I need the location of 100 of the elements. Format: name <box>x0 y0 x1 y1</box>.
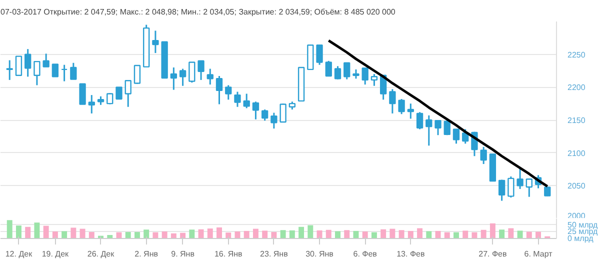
bar <box>25 226 31 238</box>
bar <box>70 228 76 238</box>
candlestick <box>124 80 132 108</box>
x-tick-label: 19. Дек <box>42 250 70 258</box>
x-tick-label: 6. Фев <box>353 250 377 258</box>
candlestick <box>134 64 141 85</box>
bar <box>344 230 350 238</box>
candlestick <box>370 73 378 87</box>
bar <box>536 232 542 238</box>
candlestick <box>252 100 260 120</box>
bar <box>262 230 268 238</box>
candlestick <box>334 65 342 80</box>
x-tick-label: 13. Фев <box>396 250 425 258</box>
bar <box>526 232 532 238</box>
candlestick <box>398 98 405 115</box>
x-tick-label: 2. Янв <box>134 250 158 258</box>
bar <box>380 229 386 238</box>
bar <box>417 228 423 238</box>
bar <box>517 230 523 238</box>
x-tick-label: 23. Янв <box>260 250 288 258</box>
bar <box>88 232 94 238</box>
bar <box>198 229 204 238</box>
bar <box>308 225 314 238</box>
bar <box>62 231 68 238</box>
candlestick <box>452 128 460 144</box>
y-tick-label: 2150 <box>568 116 586 125</box>
candlestick <box>508 176 514 198</box>
bar <box>189 230 195 238</box>
candlestick <box>52 64 59 78</box>
candlestick <box>416 111 424 130</box>
x-tick-label: 12. Дек <box>5 250 33 258</box>
x-tick-label: 30. Янв <box>306 250 334 258</box>
x-tick-label: 16. Янв <box>214 250 242 258</box>
bar <box>207 228 213 238</box>
bar <box>234 231 240 238</box>
bar <box>34 222 40 238</box>
bar <box>16 226 22 238</box>
bar <box>280 230 286 238</box>
candlestick <box>407 102 414 120</box>
candlestick <box>325 60 332 77</box>
candlestick <box>498 179 506 202</box>
candlestick <box>15 56 22 76</box>
bar <box>125 232 131 238</box>
candlestick <box>152 30 159 54</box>
bar <box>335 231 340 238</box>
bar <box>480 230 486 238</box>
bar <box>508 228 514 238</box>
bar <box>490 223 496 238</box>
candlestick <box>6 59 13 81</box>
bar <box>43 226 49 238</box>
candlestick <box>42 52 50 68</box>
bar <box>80 228 86 238</box>
bar <box>353 230 359 238</box>
candlestick <box>280 102 286 123</box>
candlestick <box>362 67 368 86</box>
candlestick <box>70 62 77 80</box>
x-tick-label: 26. Дек <box>87 250 115 258</box>
bar <box>316 230 322 238</box>
y-tick-label: 2100 <box>568 148 586 158</box>
bar <box>326 230 332 238</box>
candlestick <box>516 167 524 190</box>
x-tick-label: 6. Март <box>524 250 553 258</box>
bar <box>144 230 150 238</box>
bar <box>390 228 396 238</box>
y-tick-label: 50 млрд <box>568 220 598 230</box>
chart-title: 07-03-2017 Открытие: 2 047,59; Макс.: 2 048,98; Мин.: 2 034,05; Закрытие: 2 034,59; Объём: 8 485 020 000 <box>0 8 396 16</box>
candlestick <box>188 61 196 84</box>
candlestick <box>243 92 250 109</box>
candlestick <box>234 91 241 108</box>
bar <box>499 230 505 238</box>
candlestick <box>24 48 32 78</box>
bar <box>244 230 250 238</box>
candlestick <box>225 84 232 100</box>
bar <box>289 230 295 238</box>
candlestick <box>526 178 532 198</box>
x-tick-label: 27. Фев <box>478 250 507 258</box>
bar <box>398 230 404 238</box>
line-series <box>327 39 549 188</box>
candlestick <box>426 114 432 146</box>
candlestick <box>344 62 350 80</box>
candlestick <box>79 83 86 105</box>
candlestick <box>434 119 442 136</box>
x-tick-label: 9. Янв <box>171 250 194 258</box>
candlestick <box>270 112 278 130</box>
bar <box>252 228 258 238</box>
candlestick <box>206 68 214 86</box>
bar <box>426 231 432 238</box>
candlestick <box>316 44 323 66</box>
candlestick <box>261 108 268 122</box>
candlestick <box>170 66 178 91</box>
candlestick <box>352 68 360 80</box>
bar <box>216 227 222 238</box>
y-tick-label: 2250 <box>568 50 586 60</box>
bar <box>298 226 304 238</box>
candlestick <box>389 88 396 114</box>
y-tick-label: 0 млрд <box>568 234 594 243</box>
candlestick <box>198 60 204 81</box>
bar <box>462 230 468 238</box>
candlestick <box>60 64 68 82</box>
candlestick <box>179 68 186 87</box>
